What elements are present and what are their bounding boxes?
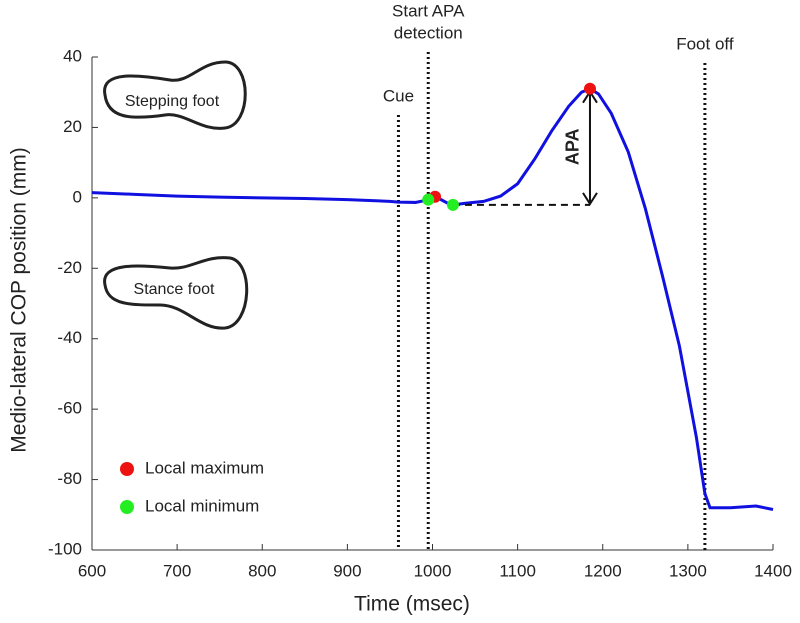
stepping-foot-shape [103, 60, 247, 130]
marker [446, 198, 459, 211]
event-label: detection [394, 23, 463, 42]
legend-swatch [120, 462, 134, 476]
foot-label: Stepping foot [125, 93, 220, 110]
x-tick-label: 1000 [414, 561, 452, 580]
stance-foot-shape [103, 256, 249, 330]
y-tick-label: 0 [73, 187, 82, 206]
x-tick-label: 700 [163, 561, 191, 580]
x-tick-label: 1100 [499, 561, 536, 580]
y-tick-label: -80 [57, 469, 82, 488]
y-tick-label: -100 [48, 539, 82, 558]
series-line [91, 87, 774, 511]
x-tick-label: 900 [333, 561, 361, 580]
x-tick-label: 1400 [754, 561, 792, 580]
y-tick-label: -60 [57, 399, 82, 418]
x-tick-label: 800 [248, 561, 276, 580]
legend-swatch [120, 500, 134, 514]
y-tick-label: -40 [57, 328, 82, 347]
foot-label: Stance foot [134, 281, 216, 298]
x-tick-label: 1200 [584, 561, 622, 580]
y-axis-label: Medio-lateral COP position (mm) [8, 147, 31, 452]
x-tick-label: 1300 [669, 561, 707, 580]
y-tick-label: 20 [63, 117, 82, 136]
event-label: Foot off [676, 34, 734, 53]
legend-label: Local maximum [145, 458, 264, 477]
x-axis-label: Time (msec) [354, 593, 470, 616]
y-tick-label: -20 [57, 258, 82, 277]
y-tick-label: 40 [63, 46, 82, 65]
legend-label: Local minimum [145, 496, 259, 515]
event-label: Cue [383, 86, 414, 105]
event-label: Start APA [392, 1, 465, 20]
apa-label: APA [563, 128, 583, 165]
marker [422, 193, 435, 206]
x-tick-label: 600 [78, 561, 106, 580]
marker [583, 82, 596, 95]
apa-arrowhead [582, 192, 598, 206]
